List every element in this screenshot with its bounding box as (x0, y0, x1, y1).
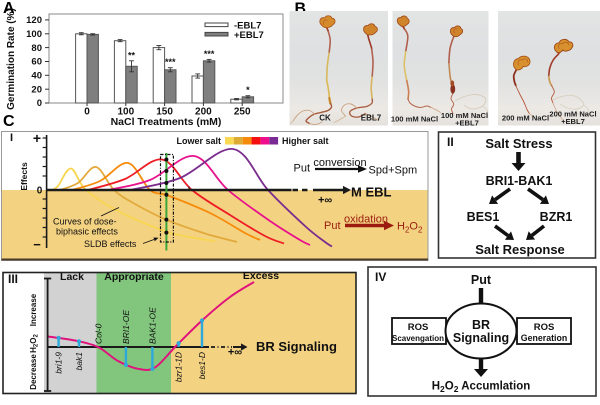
svg-text:0: 0 (37, 98, 42, 109)
svg-text:150: 150 (156, 107, 173, 118)
svg-text:conversion: conversion (313, 157, 366, 169)
svg-text:bri1-9: bri1-9 (54, 352, 64, 374)
svg-text:Salt Stress: Salt Stress (485, 136, 552, 151)
svg-text:250: 250 (234, 107, 251, 118)
svg-text:bes1-D: bes1-D (197, 352, 207, 379)
svg-text:***: *** (165, 57, 176, 67)
svg-text:BR Signaling: BR Signaling (256, 339, 337, 354)
svg-text:M EBL: M EBL (351, 185, 392, 200)
svg-text:Curves of dose-: Curves of dose- (53, 217, 117, 227)
svg-text:20: 20 (31, 84, 42, 95)
svg-text:II: II (447, 135, 454, 149)
svg-text:ROS: ROS (534, 322, 555, 333)
svg-text:B: B (295, 1, 307, 18)
svg-text:100: 100 (26, 29, 42, 40)
svg-text:200 mM NaCl: 200 mM NaCl (549, 110, 596, 119)
svg-text:ROS: ROS (408, 322, 429, 333)
svg-text:100 mM NaCl: 100 mM NaCl (391, 115, 438, 124)
svg-text:Appropriate: Appropriate (104, 271, 164, 283)
svg-text:H2O2 Accumlation: H2O2 Accumlation (432, 381, 531, 395)
svg-text:100 mM NaCl: 100 mM NaCl (441, 111, 488, 120)
svg-text:NaCl Treatments (mM): NaCl Treatments (mM) (111, 116, 222, 128)
svg-text:BZR1: BZR1 (540, 210, 573, 224)
svg-text:+∞: +∞ (318, 195, 332, 207)
svg-text:0: 0 (37, 186, 43, 197)
svg-text:Increase: Increase (29, 293, 38, 326)
svg-text:Effects: Effects (19, 162, 29, 191)
svg-text:Excess: Excess (243, 270, 279, 282)
svg-text:**: ** (128, 50, 136, 60)
svg-text:-EBL7: -EBL7 (234, 21, 261, 32)
svg-text:biphasic effects: biphasic effects (56, 227, 118, 237)
svg-text:Signaling: Signaling (453, 331, 509, 345)
svg-text:BR: BR (472, 318, 490, 332)
svg-text:H2O2: H2O2 (29, 333, 40, 352)
svg-text:Spd+Spm: Spd+Spm (369, 165, 418, 177)
svg-text:H2O2: H2O2 (397, 221, 423, 235)
svg-text:Put: Put (471, 273, 492, 287)
svg-text:40: 40 (31, 71, 42, 82)
svg-text:Lack: Lack (60, 271, 84, 283)
svg-text:I: I (10, 132, 13, 144)
svg-text:Generation: Generation (521, 333, 567, 343)
svg-text:−: − (33, 237, 41, 252)
svg-text:IV: IV (375, 270, 386, 284)
svg-text:Germination Rate (%): Germination Rate (%) (6, 8, 17, 110)
svg-text:bak1: bak1 (74, 352, 84, 371)
svg-text:Put: Put (324, 220, 341, 232)
svg-text:*: * (246, 85, 250, 95)
svg-text:BAK1-OE: BAK1-OE (147, 307, 157, 344)
svg-text:BRI1-BAK1: BRI1-BAK1 (486, 174, 553, 188)
svg-text:Salt Response: Salt Response (475, 242, 565, 257)
svg-text:CK: CK (319, 114, 331, 123)
svg-text:SLDB effects: SLDB effects (84, 239, 137, 249)
svg-text:oxidation: oxidation (344, 214, 388, 226)
svg-text:+∞: +∞ (228, 347, 242, 359)
svg-text:200: 200 (195, 107, 212, 118)
svg-text:BRI1-OE: BRI1-OE (121, 310, 131, 344)
svg-text:Scavengation: Scavengation (392, 334, 444, 343)
svg-text:100: 100 (117, 107, 134, 118)
svg-text:200 mM NaCl: 200 mM NaCl (502, 114, 549, 123)
svg-text:+EBL7: +EBL7 (234, 30, 264, 41)
svg-text:EBL7: EBL7 (361, 114, 382, 123)
svg-text:Col-0: Col-0 (93, 323, 103, 344)
svg-text:80: 80 (31, 43, 42, 54)
svg-text:0: 0 (84, 107, 90, 118)
svg-text:III: III (8, 272, 18, 286)
svg-text:***: *** (204, 49, 215, 59)
svg-text:A: A (3, 0, 15, 17)
svg-text:+EBL7: +EBL7 (561, 117, 585, 126)
svg-text:60: 60 (31, 57, 42, 68)
svg-text:+EBL7: +EBL7 (455, 119, 479, 128)
svg-text:C: C (3, 113, 15, 130)
svg-text:+: + (33, 130, 41, 146)
svg-text:BES1: BES1 (467, 210, 500, 224)
svg-text:Higher salt: Higher salt (282, 136, 329, 146)
svg-text:Decrease: Decrease (29, 354, 38, 390)
svg-text:Lower salt: Lower salt (176, 136, 221, 146)
svg-text:bzr1-1D: bzr1-1D (174, 352, 184, 382)
svg-text:120: 120 (26, 15, 42, 26)
svg-text:Put: Put (294, 163, 311, 175)
